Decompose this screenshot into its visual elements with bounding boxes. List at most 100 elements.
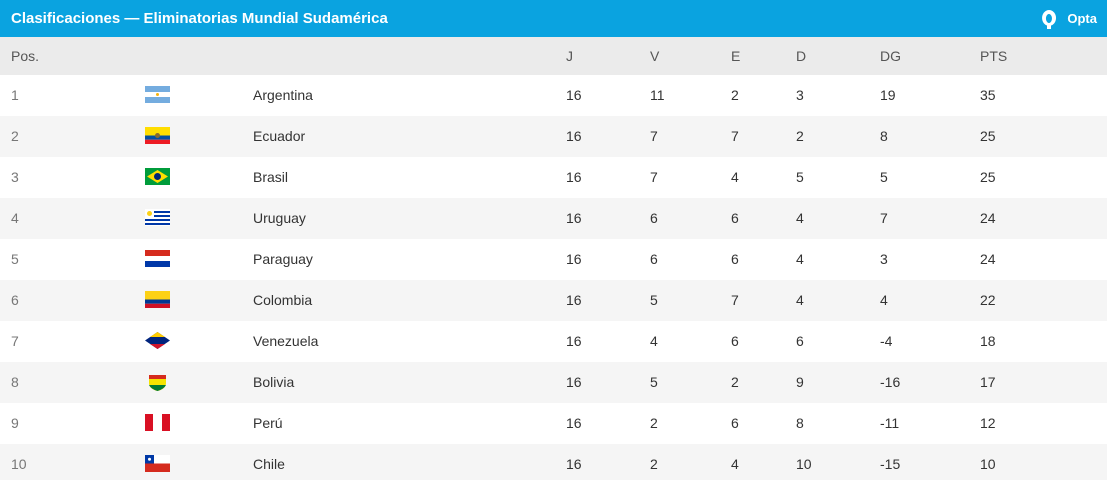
stat-cell: 16 [566, 251, 582, 267]
top-bar: Clasificaciones — Eliminatorias Mundial … [0, 0, 1107, 37]
stat-cell: 16 [566, 374, 582, 390]
table-row: 2 Ecuador 16 7 7 2 8 25 [0, 116, 1107, 157]
stat-cell: -4 [880, 333, 893, 349]
stat-cell: 24 [980, 210, 996, 226]
stat-cell: 3 [880, 251, 888, 267]
stat-cell: 5 [796, 169, 804, 185]
position: 5 [11, 251, 19, 267]
table-row: 10 Chile 16 2 4 10 -15 10 [0, 444, 1107, 480]
stat-cell: 18 [980, 333, 996, 349]
position: 2 [11, 128, 19, 144]
table-row: 7 Venezuela 16 4 6 6 -4 18 [0, 321, 1107, 362]
stat-cell: 25 [980, 128, 996, 144]
table-row: 5 Paraguay 16 6 6 4 3 24 [0, 239, 1107, 280]
team-flag [145, 291, 170, 308]
position: 7 [11, 333, 19, 349]
table-row: 3 Brasil 16 7 4 5 5 25 [0, 157, 1107, 198]
table-row: 6 Colombia 16 5 7 4 4 22 [0, 280, 1107, 321]
stat-cell: 8 [796, 415, 804, 431]
stat-cell: 7 [731, 128, 739, 144]
team-flag [145, 209, 170, 226]
stat-cell: 16 [566, 169, 582, 185]
stat-cell: 4 [731, 169, 739, 185]
team-flag [145, 168, 170, 185]
stat-cell: 10 [980, 456, 996, 472]
stat-cell: 19 [880, 87, 896, 103]
stat-cell: 16 [566, 210, 582, 226]
stat-cell: 11 [650, 87, 665, 103]
stat-cell: 35 [980, 87, 996, 103]
stat-cell: 6 [650, 210, 658, 226]
stat-cell: 6 [731, 333, 739, 349]
stat-cell: 5 [880, 169, 888, 185]
stat-cell: 4 [796, 292, 804, 308]
column-header: D [796, 48, 807, 64]
team-flag [145, 414, 170, 431]
column-header: PTS [980, 48, 1008, 64]
column-header: Pos. [11, 48, 40, 64]
stat-cell: -15 [880, 456, 901, 472]
team-flag [145, 455, 170, 472]
stat-cell: 16 [566, 333, 582, 349]
table-row: 9 Perú 16 2 6 8 -11 12 [0, 403, 1107, 444]
position: 8 [11, 374, 19, 390]
position: 3 [11, 169, 19, 185]
team-name: Ecuador [253, 128, 306, 144]
position: 9 [11, 415, 19, 431]
stat-cell: 3 [796, 87, 804, 103]
stat-cell: 16 [566, 128, 582, 144]
table-row: 1 Argentina 16 11 2 3 19 35 [0, 75, 1107, 116]
stat-cell: 16 [566, 87, 582, 103]
stat-cell: 9 [796, 374, 804, 390]
position: 6 [11, 292, 19, 308]
team-name: Chile [253, 456, 285, 472]
stat-cell: 5 [650, 374, 658, 390]
stat-cell: -11 [880, 415, 900, 431]
column-header: DG [880, 48, 901, 64]
stat-cell: 25 [980, 169, 996, 185]
stat-cell: 7 [880, 210, 888, 226]
table-row: 8 Bolivia 16 5 2 9 -16 17 [0, 362, 1107, 403]
position: 4 [11, 210, 19, 226]
stat-cell: 4 [880, 292, 888, 308]
column-header: E [731, 48, 741, 64]
stat-cell: 12 [980, 415, 996, 431]
team-flag [145, 86, 170, 103]
stat-cell: 2 [650, 415, 658, 431]
stat-cell: 2 [650, 456, 658, 472]
title: Clasificaciones — Eliminatorias Mundial … [11, 10, 388, 27]
position: 1 [11, 87, 19, 103]
stat-cell: 7 [650, 169, 658, 185]
team-flag [149, 375, 166, 391]
stat-cell: 10 [796, 456, 812, 472]
stat-cell: 6 [650, 251, 658, 267]
position: 10 [11, 456, 27, 472]
stat-cell: 16 [566, 292, 582, 308]
brand-logo [1042, 10, 1057, 29]
team-name: Paraguay [253, 251, 313, 267]
stat-cell: 4 [731, 456, 739, 472]
table-row: 4 Uruguay 16 6 6 4 7 24 [0, 198, 1107, 239]
team-name: Colombia [253, 292, 313, 308]
stat-cell: 5 [650, 292, 658, 308]
column-header: V [650, 48, 660, 64]
stat-cell: 6 [731, 251, 739, 267]
stat-cell: 4 [796, 210, 804, 226]
team-flag [145, 250, 170, 267]
stat-cell: 2 [731, 87, 739, 103]
team-name: Bolivia [253, 374, 295, 390]
stat-cell: 7 [650, 128, 658, 144]
column-header: J [566, 48, 573, 64]
stat-cell: 17 [980, 374, 996, 390]
stat-cell: 6 [731, 415, 739, 431]
team-flag [145, 332, 170, 349]
team-name: Venezuela [253, 333, 319, 349]
stat-cell: 24 [980, 251, 996, 267]
stat-cell: 4 [796, 251, 804, 267]
stat-cell: 22 [980, 292, 996, 308]
stat-cell: 6 [731, 210, 739, 226]
stat-cell: 2 [731, 374, 739, 390]
team-name: Argentina [253, 87, 313, 103]
table-header: Pos. J V E D DG PTS [0, 37, 1107, 75]
team-flag [145, 127, 170, 144]
